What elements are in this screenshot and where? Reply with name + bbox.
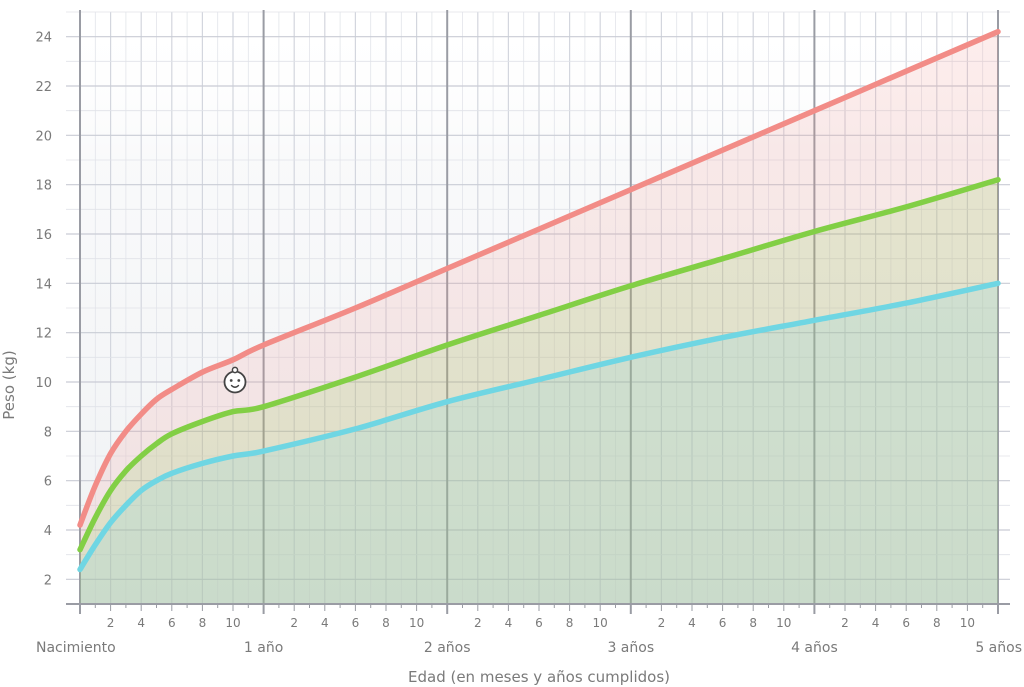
series-line-3	[77, 280, 1001, 573]
x-axis	[66, 603, 1010, 614]
x-month-label: 2	[658, 616, 666, 630]
y-axis-title: Peso (kg)	[0, 350, 18, 419]
x-month-label: 8	[933, 616, 941, 630]
x-month-label: 2	[290, 616, 298, 630]
x-year-label: 5 años	[975, 640, 1022, 656]
x-month-label: 6	[902, 616, 910, 630]
y-tick-label: 20	[35, 129, 52, 144]
x-month-label: 4	[321, 616, 329, 630]
x-month-label: 4	[137, 616, 145, 630]
x-month-label: 10	[593, 616, 608, 630]
x-month-label: 2	[107, 616, 115, 630]
x-year-label: 4 años	[791, 640, 838, 656]
x-month-label: 10	[409, 616, 424, 630]
x-year-label: 2 años	[424, 640, 471, 656]
x-month-label: 8	[199, 616, 207, 630]
series-fill-2	[80, 179, 998, 604]
x-month-label: 4	[505, 616, 513, 630]
y-tick-label: 10	[35, 376, 52, 391]
baby-face-icon	[223, 366, 247, 394]
y-tick-label: 12	[35, 327, 52, 342]
x-month-label: 6	[535, 616, 543, 630]
x-month-label: 4	[872, 616, 880, 630]
y-tick-label: 18	[35, 179, 52, 194]
x-month-label: 8	[382, 616, 390, 630]
series-line-2	[77, 176, 1001, 553]
y-tick-label: 22	[35, 80, 52, 95]
y-tick-label: 8	[44, 425, 52, 440]
baby-face-mouth	[230, 384, 240, 388]
series-lines	[77, 28, 1001, 573]
x-month-label: 4	[688, 616, 696, 630]
x-month-label: 2	[841, 616, 849, 630]
x-year-tick-labels: Nacimiento 1 año 2 años 3 años 4 años 5 años	[36, 640, 1022, 656]
baby-face-head	[223, 370, 247, 394]
y-tick-label: 2	[44, 573, 52, 588]
y-tick-label: 14	[35, 277, 52, 292]
y-tick-label: 6	[44, 475, 52, 490]
y-tick-label: 4	[44, 524, 52, 539]
x-year-label: 1 año	[244, 640, 283, 656]
series-fill-3	[80, 283, 998, 604]
baby-face-topknot	[231, 366, 239, 374]
x-month-label: 6	[168, 616, 176, 630]
x-month-label: 10	[225, 616, 240, 630]
series-line-1	[77, 28, 1001, 528]
x-month-label: 10	[960, 616, 975, 630]
y-tick-label: 24	[35, 31, 52, 46]
x-month-label: 2	[474, 616, 482, 630]
x-month-label: 8	[749, 616, 757, 630]
minor-gridlines	[66, 11, 1010, 605]
x-month-label: 10	[776, 616, 791, 630]
baby-face-eye-left	[229, 379, 233, 382]
baby-face-eye-right	[237, 379, 241, 382]
x-axis-title: Edad (en meses y años cumplidos)	[408, 668, 670, 686]
x-month-label: 8	[566, 616, 574, 630]
x-month-label: 6	[352, 616, 360, 630]
x-year-label: 3 años	[607, 640, 654, 656]
x-month-tick-labels: 2 4 6 8 10 2 4 6 8 10 2 4 6 8 10 2 4 6 8 10 2 4 6 8 10	[107, 616, 975, 630]
major-gridlines	[79, 10, 999, 604]
y-tick-label: 16	[35, 228, 52, 243]
x-month-label: 6	[719, 616, 727, 630]
x-year-label: Nacimiento	[36, 640, 116, 656]
